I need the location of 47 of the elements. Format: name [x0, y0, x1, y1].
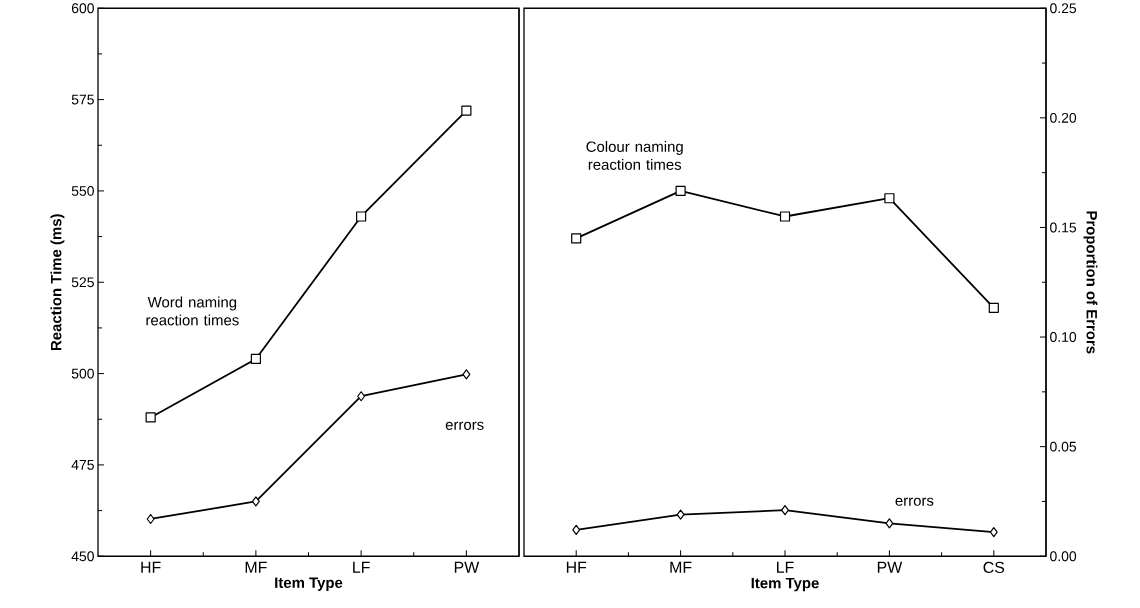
y2-tick-label: 0.10: [1050, 331, 1077, 342]
y2-tick-label: 0.00: [1050, 551, 1077, 562]
series-label: Colour naming reaction times: [586, 140, 683, 170]
text: Word naming reaction times: [146, 296, 239, 326]
point: [988, 302, 999, 313]
y2-tick-label: 0.20: [1050, 112, 1077, 123]
point: [676, 509, 685, 520]
y-tick-label: 475: [71, 459, 94, 470]
series-label: errors: [895, 497, 934, 506]
y-tick-label: 550: [71, 185, 94, 196]
point: [989, 526, 998, 538]
x-tick-label: HF: [141, 561, 161, 573]
point: [884, 193, 895, 204]
point: [885, 518, 894, 529]
point: [779, 211, 791, 222]
x-axis-title: Item Type: [275, 577, 343, 591]
point: [146, 513, 155, 524]
x-tick-label: PW: [454, 561, 480, 573]
x-tick-label: PW: [877, 561, 903, 573]
point: [572, 524, 581, 535]
point: [571, 233, 582, 244]
point: [461, 105, 472, 116]
point: [675, 185, 686, 196]
point: [462, 369, 471, 380]
text: errors: [445, 421, 484, 430]
x-tick-label: MF: [670, 561, 692, 573]
y-tick-label: 600: [71, 3, 94, 14]
point: [251, 496, 260, 507]
x-tick-label: LF: [777, 561, 794, 573]
y2-tick-label: 0.25: [1050, 3, 1077, 14]
y-tick-label: 450: [71, 551, 94, 562]
y2-tick-label: 0.05: [1050, 441, 1077, 452]
x-axis-title: Item Type: [751, 577, 819, 592]
y2-axis-title: Proportion of Errors: [1083, 211, 1098, 354]
point: [145, 412, 156, 423]
point: [250, 353, 261, 364]
y-tick-label: 525: [71, 277, 94, 288]
y-tick-label: 500: [71, 368, 94, 379]
y2-tick-label: 0.15: [1050, 222, 1077, 233]
y-axis-title: Reaction Time (ms): [50, 214, 65, 350]
x-tick-label: MF: [245, 561, 267, 573]
y-tick-label: 575: [71, 94, 94, 105]
point: [357, 391, 366, 402]
x-tick-label: HF: [566, 561, 587, 573]
x-tick-label: LF: [353, 561, 370, 573]
point: [356, 211, 367, 222]
x-tick-label: CS: [983, 561, 1005, 573]
